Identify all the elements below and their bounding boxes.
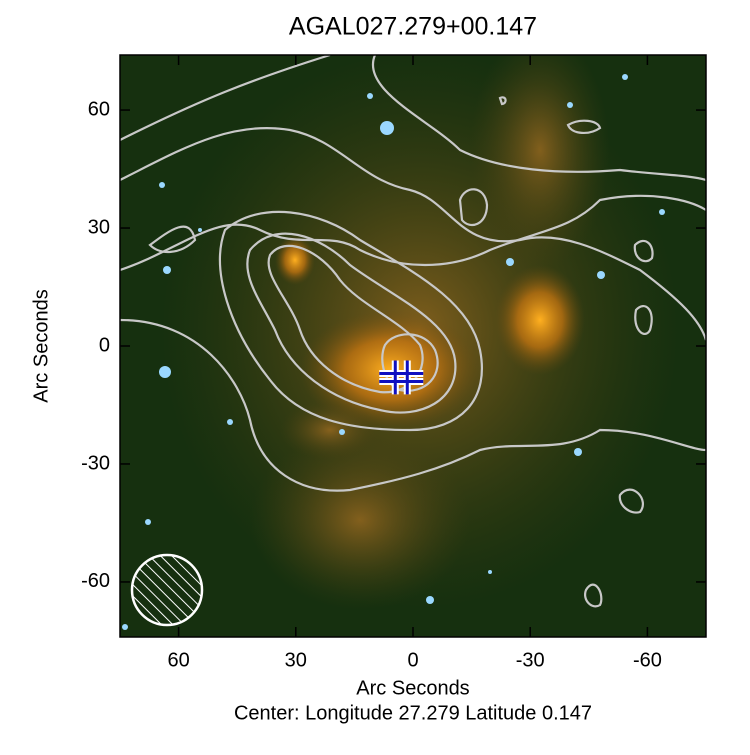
y-tick-label: 30 (88, 216, 110, 238)
y-tick-label: -30 (81, 452, 110, 474)
y-axis-label: Arc Seconds (30, 289, 52, 402)
x-axis-label: Arc Seconds (356, 677, 469, 699)
x-tick-label: -30 (516, 649, 545, 671)
x-tick-label: 0 (407, 649, 418, 671)
x-tick-label: 60 (167, 649, 189, 671)
chart-title: AGAL027.279+00.147 (289, 13, 537, 41)
y-tick-label: 0 (99, 334, 110, 356)
beam (130, 553, 204, 627)
footer: Center: Longitude 27.279 Latitude 0.147 (234, 702, 592, 724)
x-tick-label: 30 (285, 649, 307, 671)
marker (379, 360, 424, 395)
y-tick-label: -60 (81, 570, 110, 592)
x-tick-label: -60 (633, 649, 662, 671)
sky-image (120, 55, 706, 637)
y-tick-label: 60 (88, 98, 110, 120)
